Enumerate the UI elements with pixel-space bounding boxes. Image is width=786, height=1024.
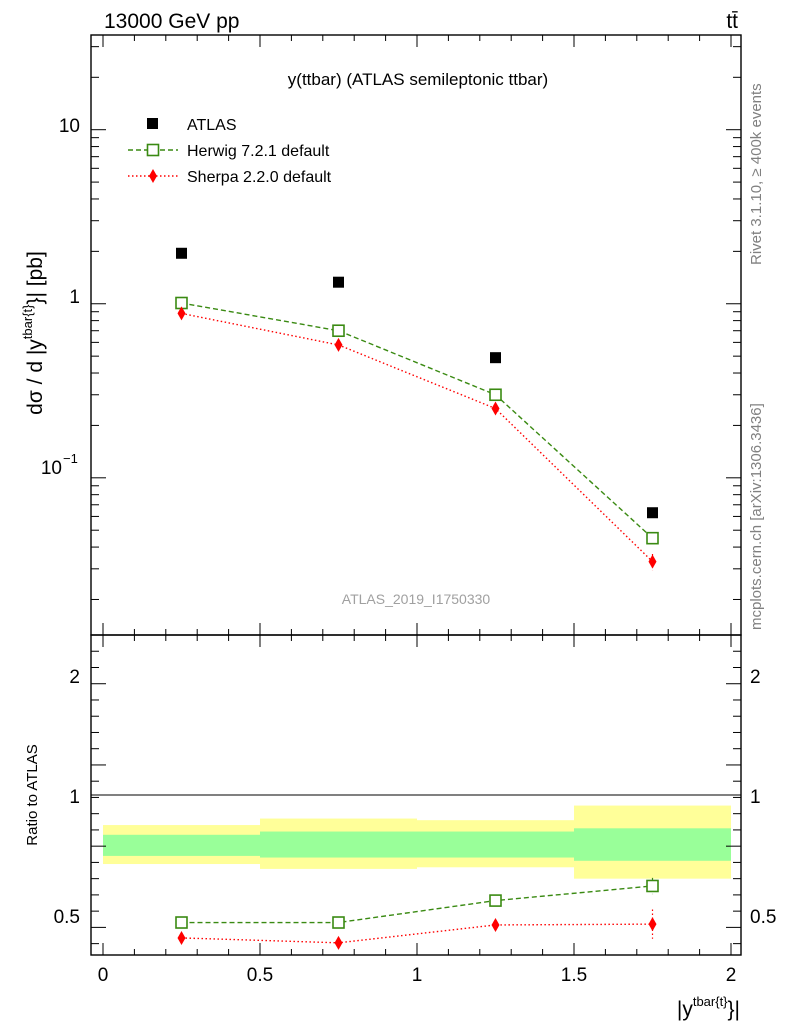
ratio-herwig-7-2-1-default-point (646, 879, 659, 893)
main-sherpa-2-2-0-default-point (648, 554, 657, 569)
ratio-bands-layer (103, 805, 731, 879)
ratio-herwig-7-2-1-default-point (332, 916, 345, 929)
analysis-watermark: ATLAS_2019_I1750330 (342, 591, 491, 607)
x-tick-label-2: 2 (726, 965, 737, 986)
y-tick-label-1: 1 (69, 287, 80, 308)
mcplots-label: mcplots.cern.ch [arXiv:1306.3436] (748, 403, 765, 630)
ratio-band-green (417, 831, 574, 858)
x-label-sup: tbar{t} (693, 994, 728, 1009)
main-herwig-7-2-1-default-point (646, 531, 659, 545)
main-herwig-7-2-1-default-point (332, 324, 345, 338)
ratio-panel-frame (90, 634, 742, 956)
ratio-sherpa-2-2-0-default-point (648, 917, 657, 932)
main-atlas-point (490, 352, 501, 364)
ratio-band-green (103, 834, 260, 856)
main-sherpa-2-2-0-default-point (334, 337, 343, 352)
y-tick-label-10: 10 (59, 116, 80, 137)
ratio-band-green (260, 831, 417, 858)
rivet-label: Rivet 3.1.10, ≥ 400k events (748, 83, 765, 265)
ratio-y-axis-label-wrap: Ratio to ATLAS (24, 744, 41, 845)
ratio-band-green (574, 828, 731, 861)
legend-atlas-marker (147, 118, 158, 129)
y-label-sup: tbar{t} (20, 304, 35, 339)
x-tick-label-0: 0 (98, 965, 109, 986)
ratio-y-tick-1-right: 1 (750, 787, 761, 808)
rivet-label-wrap: Rivet 3.1.10, ≥ 400k events (748, 83, 765, 265)
y-label-pre: dσ / d |y (24, 339, 47, 415)
main-plot-title: y(ttbar) (ATLAS semileptonic ttbar) (288, 70, 548, 89)
ratio-herwig-7-2-1-default-line (181, 885, 653, 924)
legend-herwig-marker (146, 143, 160, 157)
ratio-sherpa-2-2-0-default-point (177, 930, 186, 945)
x-label-pre: |y (677, 998, 693, 1021)
main-series-layer (175, 247, 659, 571)
ratio-axis-ticks (91, 634, 741, 955)
legend-herwig-label: Herwig 7.2.1 default (187, 143, 330, 160)
y-tick-label-base: 10 (41, 458, 62, 479)
y-tick-label-exponent: −1 (63, 451, 78, 466)
main-herwig-7-2-1-default-point (489, 388, 502, 402)
main-sherpa-2-2-0-default-line (181, 312, 653, 563)
ratio-y-tick-2-left: 2 (69, 667, 80, 688)
main-axis-ticks (91, 35, 741, 635)
ratio-y-tick-0.5-right: 0.5 (750, 907, 776, 928)
main-sherpa-2-2-0-default-point (491, 401, 500, 416)
ratio-sherpa-2-2-0-default-point (491, 917, 500, 932)
energy-label: 13000 GeV pp (104, 10, 239, 33)
main-sherpa-2-2-0-default-point (177, 306, 186, 321)
ratio-y-tick-1-left: 1 (69, 787, 80, 808)
legend-sherpa-marker (149, 169, 157, 183)
x-tick-label-0.5: 0.5 (247, 965, 273, 986)
ratio-sherpa-2-2-0-default-point (334, 935, 343, 950)
main-herwig-7-2-1-default-line (181, 302, 653, 539)
ratio-y-tick-0.5-left: 0.5 (54, 907, 80, 928)
legend: ATLAS Herwig 7.2.1 default Sherpa 2.2.0 … (128, 117, 332, 186)
main-atlas-point (176, 247, 187, 259)
x-tick-label-1: 1 (412, 965, 423, 986)
main-y-axis-label: dσ / d |ytbar{t}}| [pb] (20, 251, 47, 415)
ratio-sherpa-2-2-0-default-line (181, 923, 653, 944)
process-label: tt̄ (726, 10, 738, 33)
svg-text:dσ / d |ytbar{t}}| [pb]: dσ / d |ytbar{t}}| [pb] (20, 251, 47, 415)
legend-atlas-label: ATLAS (187, 117, 237, 134)
mcplots-label-wrap: mcplots.cern.ch [arXiv:1306.3436] (748, 403, 765, 630)
x-tick-label-1.5: 1.5 (561, 965, 587, 986)
ratio-herwig-7-2-1-default-point (175, 916, 188, 929)
ratio-y-axis-label: Ratio to ATLAS (24, 744, 41, 845)
x-label-post: }| (728, 998, 740, 1021)
main-atlas-point (647, 507, 658, 519)
main-atlas-point (333, 276, 344, 288)
ratio-y-tick-2-right: 2 (750, 667, 761, 688)
legend-sherpa-label: Sherpa 2.2.0 default (187, 169, 332, 186)
x-axis-label: |ytbar{t}}| (677, 994, 740, 1021)
ratio-herwig-7-2-1-default-point (489, 894, 502, 907)
y-label-post: }| [pb] (24, 251, 47, 304)
ratio-series-layer (175, 877, 659, 950)
